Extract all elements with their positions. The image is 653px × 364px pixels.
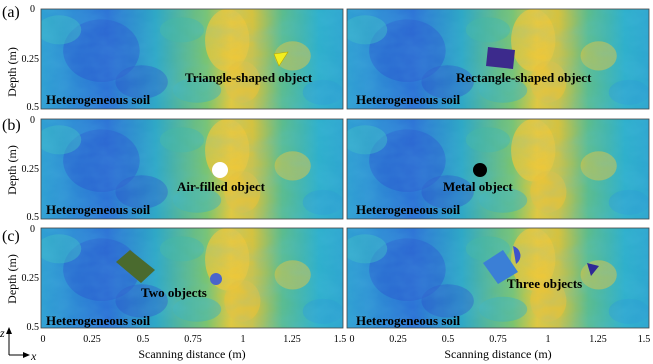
rectangle-object [116,250,155,283]
row-c: (c) Depth (m) 0 0.25 0.5 Two objects Het… [2,224,650,333]
x-tick: 1 [546,334,551,345]
y-tick: 0 [30,4,35,15]
y-tick: 0.25 [22,164,40,175]
y-tick: 0.5 [27,212,40,223]
x-tick: 1.25 [283,334,301,345]
x-tick: 1.25 [589,334,607,345]
soil-label: Heterogeneous soil [46,92,150,107]
y-axis-label: Depth (m) [5,47,19,97]
object-caption: Three objects [507,276,582,291]
x-tick: 0.25 [83,334,101,345]
x-axis-label: Scanning distance (m) [444,347,551,361]
soil-label: Heterogeneous soil [356,202,460,217]
x-arrow-head-icon [23,352,30,358]
panel-a-right: Rectangle-shaped object Heterogeneous so… [346,8,650,110]
object-caption: Air-filled object [177,179,266,194]
panel-c-left: Two objects Heterogeneous soil [40,227,344,329]
y-axis-label: Depth (m) [5,254,19,304]
row-b: (b) Depth (m) 0 0.25 0.5 Air-filled obje… [2,115,650,223]
semicircle-object [513,246,521,264]
coord-z-label: z [0,326,5,340]
circle-object [210,273,222,285]
x-tick: 1 [241,334,246,345]
object-caption: Triangle-shaped object [185,70,313,85]
y-axis-label: Depth (m) [5,145,19,195]
row-label-a: (a) [2,4,20,21]
x-tick: 0.25 [389,334,407,345]
y-tick: 0.5 [27,322,40,333]
panel-a-left: Triangle-shaped object Heterogeneous soi… [40,8,344,110]
x-tick: 0.75 [184,334,202,345]
rectangle-object [483,250,518,284]
panel-c-right: Three objects Heterogeneous soil [346,227,650,329]
x-axis-left: 0 0.25 0.5 0.75 1 1.25 1.5 Scanning dist… [41,334,347,361]
soil-label: Heterogeneous soil [46,313,150,328]
x-axis-label: Scanning distance (m) [138,347,245,361]
object-caption: Metal object [443,179,513,194]
triangle-object [273,51,289,67]
object-caption: Rectangle-shaped object [456,70,592,85]
rectangle-object [486,47,515,69]
y-tick: 0 [30,115,35,126]
x-axis-right: 0 0.25 0.5 0.75 1 1.25 1.5 Scanning dist… [350,334,651,361]
coordinate-indicator: z x [0,326,37,363]
y-tick: 0.25 [22,273,40,284]
triangle-object [587,263,599,276]
x-tick: 0 [350,334,355,345]
y-tick: 0.5 [27,102,40,113]
x-tick: 1.5 [334,334,347,345]
coord-x-label: x [30,349,37,363]
object-caption: Two objects [141,285,207,300]
y-tick: 0.25 [22,54,40,65]
x-tick: 1.5 [638,334,651,345]
panel-b-right: Metal object Heterogeneous soil [346,118,650,220]
soil-label: Heterogeneous soil [46,202,150,217]
soil-label: Heterogeneous soil [356,313,460,328]
z-arrow-head-icon [6,327,12,334]
soil-label: Heterogeneous soil [356,92,460,107]
panel-b-left: Air-filled object Heterogeneous soil [40,118,344,220]
x-tick: 0.75 [489,334,507,345]
row-label-b: (b) [2,117,21,134]
y-tick: 0 [30,224,35,235]
air-filled-object [212,162,228,178]
row-a: (a) Depth (m) 0 0.25 0.5 Triangle-shaped… [2,4,650,113]
x-tick: 0.5 [442,334,455,345]
metal-object [473,163,487,177]
row-label-c: (c) [2,228,20,245]
x-tick: 0.5 [137,334,150,345]
x-tick: 0 [41,334,46,345]
